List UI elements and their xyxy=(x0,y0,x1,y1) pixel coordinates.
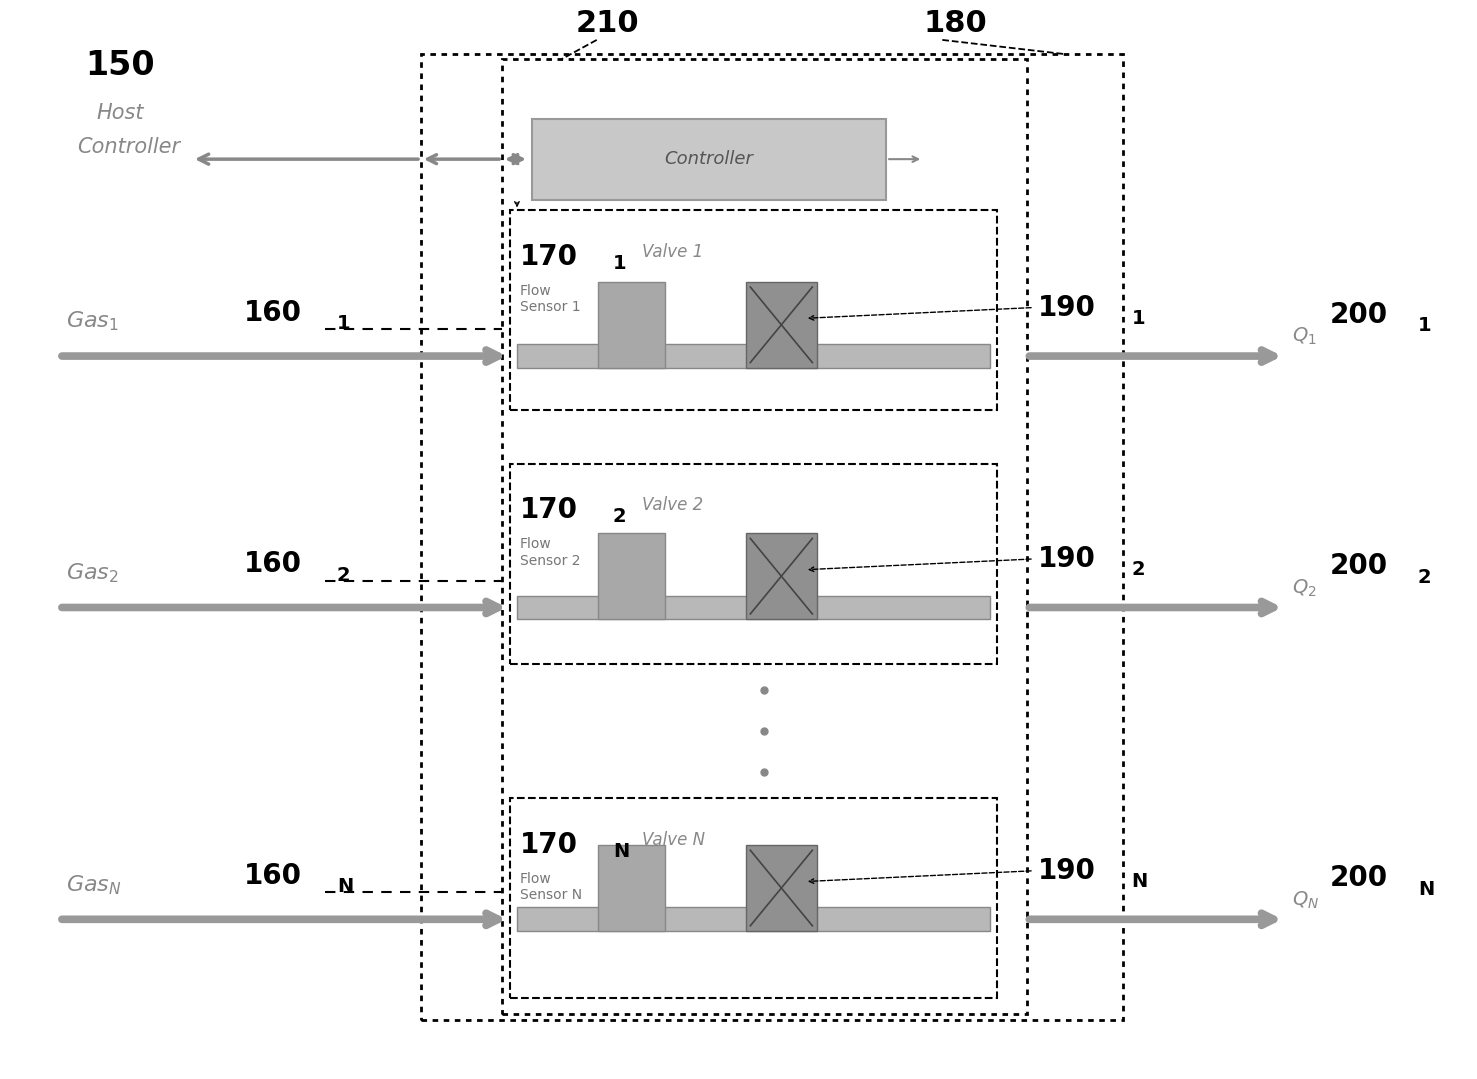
Text: $Q_1$: $Q_1$ xyxy=(1292,326,1317,347)
Text: 190: 190 xyxy=(1038,545,1096,573)
Text: Flow
Sensor 1: Flow Sensor 1 xyxy=(520,284,580,314)
Text: Valve N: Valve N xyxy=(642,831,706,849)
Text: 190: 190 xyxy=(1038,857,1096,885)
Bar xyxy=(510,210,997,410)
Text: $Q_2$: $Q_2$ xyxy=(1292,577,1317,599)
Bar xyxy=(421,54,1123,1020)
Bar xyxy=(746,845,817,931)
Text: 160: 160 xyxy=(244,299,301,327)
Text: 180: 180 xyxy=(923,9,987,38)
Text: 2: 2 xyxy=(1418,568,1431,587)
Text: Valve 1: Valve 1 xyxy=(642,243,703,261)
Text: Host: Host xyxy=(96,103,143,123)
Text: 2: 2 xyxy=(1131,560,1145,579)
Bar xyxy=(598,282,665,368)
Text: Controller: Controller xyxy=(77,137,180,158)
Bar xyxy=(746,282,817,368)
Bar xyxy=(598,533,665,619)
Text: 150: 150 xyxy=(86,49,155,82)
Text: 160: 160 xyxy=(244,862,301,890)
Text: N: N xyxy=(1131,872,1148,891)
Text: 1: 1 xyxy=(1131,309,1145,328)
Text: 1: 1 xyxy=(1418,316,1431,336)
Text: N: N xyxy=(337,877,353,897)
Text: N: N xyxy=(613,842,629,861)
Text: Gas$_N$: Gas$_N$ xyxy=(66,873,123,897)
Text: 160: 160 xyxy=(244,550,301,578)
Text: 210: 210 xyxy=(576,9,640,38)
Text: 1: 1 xyxy=(337,314,350,333)
Text: 200: 200 xyxy=(1329,864,1387,892)
Text: 170: 170 xyxy=(520,243,578,271)
Bar xyxy=(598,845,665,931)
Text: Flow
Sensor N: Flow Sensor N xyxy=(520,872,582,902)
Text: Valve 2: Valve 2 xyxy=(642,496,703,515)
Text: 200: 200 xyxy=(1329,301,1387,329)
Text: 200: 200 xyxy=(1329,552,1387,581)
Bar xyxy=(510,798,997,998)
Text: 190: 190 xyxy=(1038,293,1096,322)
Bar xyxy=(517,907,990,931)
Bar xyxy=(510,464,997,664)
Text: Flow
Sensor 2: Flow Sensor 2 xyxy=(520,537,580,568)
Text: 170: 170 xyxy=(520,831,578,859)
Bar xyxy=(502,59,1027,1014)
Bar xyxy=(517,596,990,619)
Text: 170: 170 xyxy=(520,496,578,524)
Text: Gas$_2$: Gas$_2$ xyxy=(66,561,120,585)
Text: Gas$_1$: Gas$_1$ xyxy=(66,310,120,333)
Text: $Q_N$: $Q_N$ xyxy=(1292,889,1319,911)
Text: N: N xyxy=(1418,879,1434,899)
Bar xyxy=(517,344,990,368)
Bar xyxy=(532,119,886,200)
Text: 2: 2 xyxy=(337,565,350,585)
Text: Controller: Controller xyxy=(665,150,753,168)
Bar xyxy=(746,533,817,619)
Text: 1: 1 xyxy=(613,254,626,273)
Text: 2: 2 xyxy=(613,507,626,527)
